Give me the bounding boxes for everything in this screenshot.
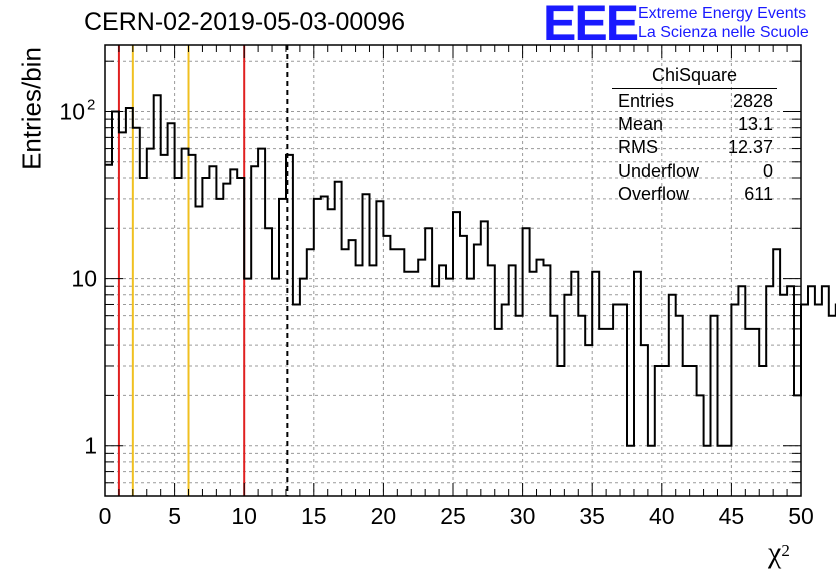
x-tick-label: 45 [719,503,745,529]
logo-line-2: La Scienza nelle Scuole [638,24,809,41]
x-axis-label: χ2 [768,536,790,570]
x-tick-label: 25 [440,503,466,529]
x-tick-label: 15 [301,503,327,529]
y-tick-label: 10 [71,266,97,292]
x-tick-label: 20 [371,503,397,529]
x-axis-label-chi: χ [768,536,782,569]
histogram-series [105,94,836,447]
stats-value: 611 [744,183,773,204]
stats-value: 0 [762,160,773,181]
x-tick-label: 30 [510,503,536,529]
y-tick-label-sup: 2 [87,96,95,113]
y-tick-label: 10 [59,98,85,124]
eee-logo: EEE [543,0,639,51]
stats-row-rms: RMS 12.37 [612,136,777,159]
stats-value: 12.37 [727,137,773,158]
x-tick-label: 50 [788,503,814,529]
y-tick-label: 1 [84,433,97,459]
stats-box: ChiSquare Entries 2828 Mean 13.1 RMS 12.37 … [612,65,777,206]
x-tick-label: 0 [99,503,112,529]
stats-row-overflow: Overflow 611 [612,183,777,206]
y-axis-label: Entries/bin [16,47,47,170]
x-tick-label: 5 [168,503,181,529]
stats-value: 13.1 [737,114,773,135]
stats-row-entries: Entries 2828 [612,90,777,113]
chart-title: CERN-02-2019-05-03-00096 [84,8,406,36]
x-tick-label: 10 [231,503,257,529]
stats-row-underflow: Underflow 0 [612,160,777,183]
stats-label: Mean [618,114,664,135]
stats-value: 2828 [732,91,773,111]
x-tick-label: 35 [579,503,605,529]
stats-label: Entries [618,91,675,111]
stats-label: RMS [618,137,658,158]
stats-title: ChiSquare [612,65,777,89]
stats-label: Overflow [618,183,690,204]
stats-row-mean: Mean 13.1 [612,113,777,136]
x-axis-label-sup: 2 [781,541,790,560]
x-tick-label: 40 [649,503,675,529]
stats-label: Underflow [618,160,700,181]
logo-line-1: Extreme Energy Events [638,5,807,22]
